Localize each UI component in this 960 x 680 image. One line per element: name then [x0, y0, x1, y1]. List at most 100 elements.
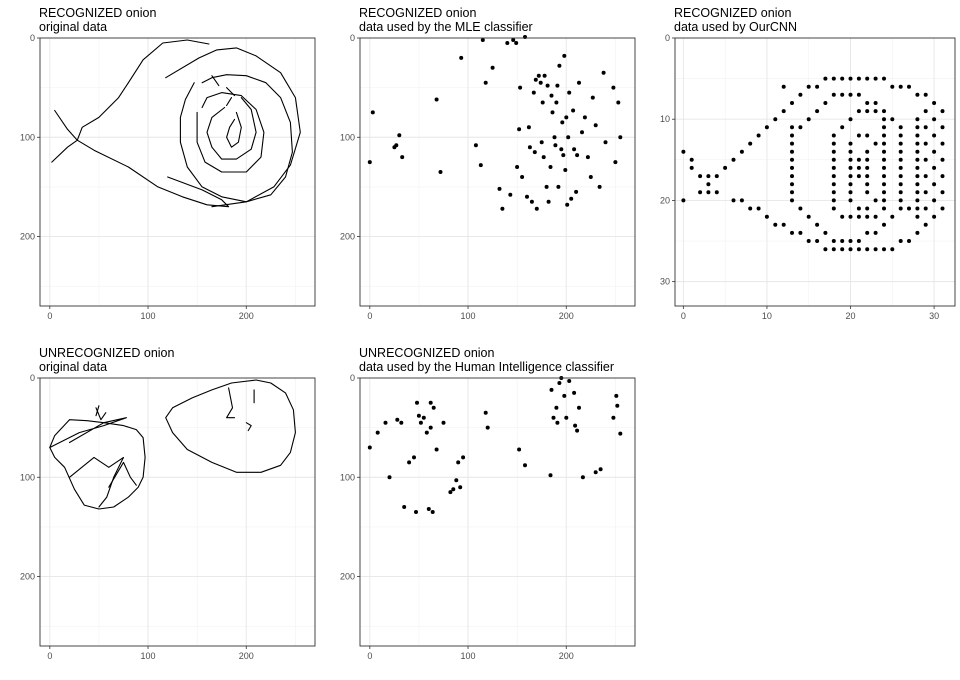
- data-point: [441, 420, 446, 425]
- x-tick-label: 100: [461, 311, 476, 321]
- data-point: [898, 84, 903, 89]
- data-point: [544, 184, 549, 189]
- data-point: [898, 239, 903, 243]
- data-point: [562, 53, 567, 58]
- data-point: [856, 109, 861, 114]
- data-point: [873, 76, 878, 81]
- y-tick-label: 100: [340, 472, 355, 482]
- data-point: [923, 174, 928, 179]
- data-point: [756, 133, 761, 138]
- data-point: [865, 182, 870, 187]
- data-point: [907, 206, 911, 211]
- data-point: [790, 157, 794, 162]
- data-point: [572, 390, 577, 395]
- data-point: [882, 222, 886, 227]
- data-point: [882, 174, 886, 179]
- data-point: [898, 198, 903, 203]
- data-point: [706, 182, 711, 187]
- data-point: [539, 140, 544, 145]
- data-point: [806, 239, 811, 243]
- data-point: [598, 467, 603, 472]
- data-point: [415, 400, 419, 405]
- data-stroke: [51, 109, 78, 163]
- data-point: [562, 393, 567, 398]
- x-tick-label: 200: [239, 651, 254, 661]
- data-point: [940, 174, 945, 179]
- data-point: [898, 133, 903, 138]
- data-point: [618, 135, 623, 140]
- chart-subtitle: original data: [39, 20, 108, 34]
- data-point: [548, 473, 553, 478]
- data-point: [529, 199, 534, 204]
- data-stroke: [226, 387, 236, 419]
- data-point: [540, 100, 545, 105]
- data-point: [698, 174, 703, 179]
- x-tick-label: 100: [461, 651, 476, 661]
- data-point: [923, 206, 928, 211]
- data-point: [865, 133, 870, 138]
- data-point: [882, 190, 886, 195]
- data-point: [597, 184, 602, 189]
- data-point: [898, 165, 903, 170]
- y-tick-label: 100: [340, 132, 355, 142]
- data-stroke: [68, 456, 125, 508]
- data-point: [882, 182, 886, 187]
- data-point: [840, 92, 845, 97]
- data-stroke: [95, 405, 100, 417]
- data-point: [551, 415, 556, 420]
- data-point: [434, 97, 439, 102]
- data-point: [508, 192, 513, 197]
- data-point: [915, 174, 920, 179]
- data-point: [511, 38, 516, 42]
- data-point: [561, 153, 566, 158]
- chart-subtitle: data used by OurCNN: [674, 20, 797, 34]
- data-point: [898, 174, 903, 179]
- chart-title: UNRECOGNIZED onion: [359, 346, 495, 360]
- data-point: [815, 239, 820, 243]
- data-point: [882, 117, 886, 122]
- data-point: [523, 463, 527, 468]
- chart-svg: 0 100 200 0 100 200: [20, 33, 316, 321]
- data-point: [554, 100, 559, 105]
- data-point: [882, 165, 886, 170]
- data-stroke: [226, 97, 233, 107]
- data-point: [882, 109, 886, 114]
- data-point: [882, 149, 886, 154]
- data-point: [840, 125, 845, 130]
- data-point: [557, 381, 562, 385]
- data-point: [773, 117, 778, 122]
- data-point: [873, 230, 878, 235]
- x-tick-label: 30: [929, 311, 939, 321]
- plot-border: [359, 37, 636, 307]
- data-stroke: [245, 422, 252, 432]
- data-point: [428, 425, 433, 430]
- data-point: [571, 108, 576, 113]
- data-point: [865, 214, 870, 219]
- data-point: [370, 110, 375, 115]
- data-point: [689, 165, 694, 170]
- x-tick-label: 0: [47, 311, 52, 321]
- data-point: [940, 206, 945, 211]
- data-point: [798, 92, 803, 97]
- data-point: [831, 92, 836, 97]
- data-point: [831, 239, 836, 243]
- data-point: [923, 92, 928, 97]
- data-point: [426, 507, 431, 511]
- data-point: [915, 133, 920, 138]
- data-point: [748, 141, 753, 146]
- plot-border: [39, 37, 316, 307]
- data-point: [424, 430, 429, 435]
- data-point: [848, 198, 853, 203]
- x-tick-label: 200: [239, 311, 254, 321]
- data-point: [588, 175, 593, 179]
- data-point: [873, 141, 878, 146]
- data-point: [798, 125, 803, 130]
- data-point: [582, 115, 587, 120]
- data-point: [414, 510, 418, 514]
- y-tick-label: 0: [350, 373, 355, 383]
- data-point: [848, 149, 853, 154]
- data-point: [552, 135, 557, 140]
- data-point: [574, 189, 579, 194]
- data-point: [882, 206, 886, 211]
- data-point: [865, 109, 870, 114]
